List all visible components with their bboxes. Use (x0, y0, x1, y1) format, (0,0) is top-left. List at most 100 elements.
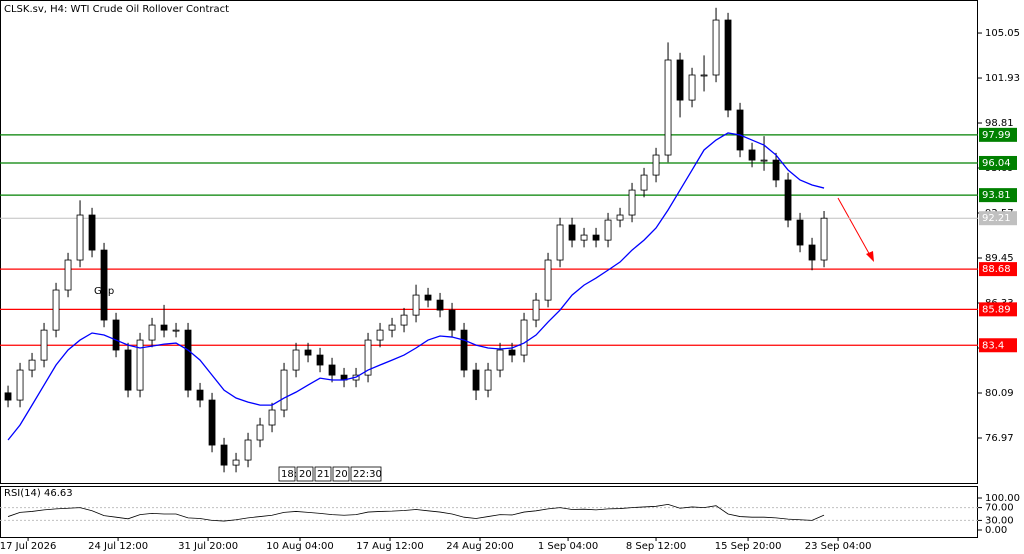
chart-title: CLSK.sv, H4: WTI Crude Oil Rollover Cont… (4, 4, 229, 15)
cursor-label-box (314, 466, 332, 482)
candle-body (484, 369, 492, 391)
candle-body (220, 444, 228, 466)
level-box (979, 188, 1017, 203)
candle-body (172, 329, 180, 332)
candle-body (772, 159, 780, 181)
candle-body (568, 224, 576, 241)
level-label: 96.04 (982, 158, 1011, 169)
candle-body (604, 219, 612, 241)
candle-body (736, 109, 744, 151)
rsi-tick-label: 0.00 (985, 525, 1007, 536)
candle-body (412, 294, 420, 316)
cursor-label: 18: (281, 469, 297, 480)
candle-body (652, 154, 660, 176)
candle-body (508, 349, 516, 356)
candle-body (232, 459, 240, 466)
cursor-label: 20 (299, 469, 312, 480)
candle-body (280, 369, 288, 411)
candle-body (76, 214, 84, 261)
cursor-label-box (350, 466, 382, 482)
candle-body (616, 214, 624, 221)
candle-body (448, 309, 456, 331)
cursor-label: 22:30 (353, 469, 382, 480)
y-tick-label: 105.05 (985, 28, 1020, 39)
arrow (837, 197, 872, 258)
y-tick-label: 89.45 (985, 253, 1014, 264)
level-label: 93.81 (982, 190, 1011, 201)
candle-body (292, 349, 300, 371)
candle-body (580, 234, 588, 241)
candle-body (544, 259, 552, 301)
level-label: 97.99 (982, 130, 1011, 141)
candle-body (208, 399, 216, 446)
x-tick-label: 17 Jul 2026 (0, 541, 56, 552)
candle-body (628, 189, 636, 216)
candle-body (436, 299, 444, 311)
cursor-label: 21 (317, 469, 330, 480)
y-tick-label: 76.97 (985, 433, 1014, 444)
rsi-panel (0, 486, 978, 538)
candle-body (592, 234, 600, 241)
candle-body (64, 259, 72, 291)
rsi-tick-label: 100.00 (985, 493, 1020, 504)
level-box (979, 262, 1017, 277)
x-tick-label: 1 Sep 04:00 (538, 541, 598, 552)
x-tick-label: 10 Aug 04:00 (266, 541, 333, 552)
candle-body (184, 329, 192, 391)
candle-body (100, 249, 108, 321)
candle-body (532, 299, 540, 321)
level-box (979, 302, 1017, 317)
candle-body (796, 219, 804, 246)
y-tick-label: 101.93 (985, 73, 1020, 84)
candle-body (748, 149, 756, 161)
candle-body (460, 329, 468, 371)
x-tick-label: 24 Jul 12:00 (88, 541, 148, 552)
level-box (979, 155, 1017, 170)
candle-body (112, 319, 120, 351)
x-tick-label: 17 Aug 12:00 (356, 541, 423, 552)
candle-body (820, 217, 828, 261)
candle-body (724, 19, 732, 111)
rsi-value: 46.63 (44, 488, 73, 499)
candle-body (760, 159, 768, 162)
candle-body (40, 329, 48, 361)
cursor-label: 20 (335, 469, 348, 480)
candle-body (88, 214, 96, 251)
candle-body (664, 59, 672, 156)
rsi-tick-label: 30.00 (985, 515, 1014, 526)
cursor-label-box (296, 466, 314, 482)
candle-body (196, 389, 204, 401)
candle-body (556, 224, 564, 261)
candle-body (16, 369, 24, 401)
candle-body (640, 174, 648, 191)
candle-body (136, 339, 144, 391)
rsi-label: RSI(14) 46.63 (4, 488, 73, 499)
candle-body (4, 392, 12, 401)
rsi-tick-label: 70.00 (985, 503, 1014, 514)
candle-body (328, 364, 336, 376)
level-box (979, 127, 1017, 142)
candle-body (52, 289, 60, 331)
x-tick-label: 24 Aug 20:00 (446, 541, 513, 552)
candle-body (808, 244, 816, 261)
y-tick-label: 98.81 (985, 118, 1014, 129)
current-price-label: 92.21 (982, 213, 1011, 224)
candle-body (520, 319, 528, 356)
level-label: 85.89 (982, 304, 1011, 315)
main-panel (0, 0, 978, 484)
candle-body (472, 369, 480, 391)
candle-body (376, 329, 384, 341)
candle-body (388, 324, 396, 331)
candle-body (124, 349, 132, 391)
candle-body (400, 314, 408, 326)
candle-body (148, 324, 156, 341)
candle-body (424, 294, 432, 301)
level-label: 83.4 (982, 340, 1004, 351)
candle-body (244, 439, 252, 461)
moving-average (7, 132, 825, 441)
arrow-head (866, 251, 874, 262)
candle-body (364, 339, 372, 376)
rsi-line (7, 503, 825, 522)
cursor-label-box (332, 466, 350, 482)
